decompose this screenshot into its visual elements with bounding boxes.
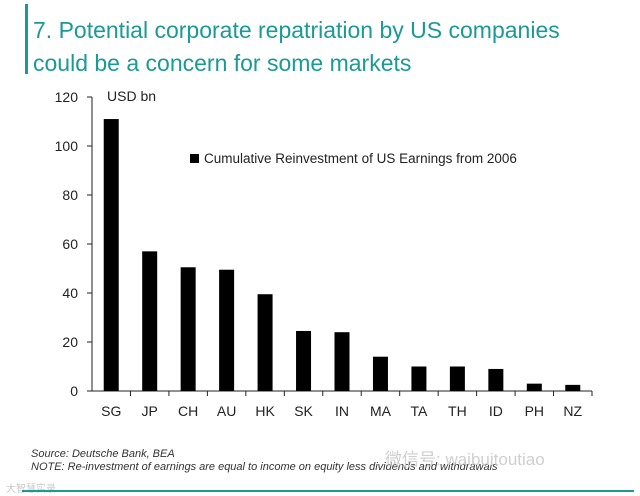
bar-sk — [296, 330, 312, 391]
title-accent-bar — [25, 4, 28, 74]
y-tick-label: 100 — [55, 138, 79, 154]
x-tick-label: IN — [335, 403, 349, 419]
x-tick-label: PH — [525, 403, 544, 419]
y-tick-label: 40 — [62, 285, 78, 301]
bar-th — [449, 366, 465, 391]
x-tick-label: MA — [370, 403, 392, 419]
x-axis: SG JP CH AU HK SK IN MA TA TH ID PH NZ — [92, 390, 593, 419]
y-axis: 0 20 40 60 80 100 120 — [55, 89, 93, 399]
source-notes: Source: Deutsche Bank, BEA NOTE: Re-inve… — [31, 448, 498, 474]
x-tick-label: NZ — [563, 403, 582, 419]
chart-title-line-2: could be a concern for some markets — [33, 50, 412, 76]
bar-ma — [372, 356, 388, 391]
chart-title-line-1: 7. Potential corporate repatriation by U… — [33, 17, 560, 43]
x-tick-label: TH — [448, 403, 467, 419]
watermark-corner: 大智慧实录 — [6, 480, 56, 495]
bar-sg — [103, 119, 119, 392]
bar-ph — [526, 383, 542, 391]
bars — [103, 119, 581, 392]
x-tick-label: TA — [410, 403, 428, 419]
y-tick-label: 20 — [62, 334, 78, 350]
x-tick-label: SK — [294, 403, 313, 419]
x-tick-label: AU — [217, 403, 236, 419]
x-tick-label: SG — [101, 403, 121, 419]
bar-au — [219, 269, 235, 391]
x-tick-label: ID — [489, 403, 503, 419]
x-tick-label: JP — [142, 403, 158, 419]
x-tick-label: CH — [178, 403, 198, 419]
note-text: NOTE: Re-investment of earnings are equa… — [31, 461, 498, 473]
y-tick-label: 120 — [55, 89, 79, 105]
legend-label: Cumulative Reinvestment of US Earnings f… — [204, 151, 517, 166]
chart-title: 7. Potential corporate repatriation by U… — [33, 14, 633, 80]
legend: Cumulative Reinvestment of US Earnings f… — [190, 151, 517, 166]
legend-swatch — [190, 154, 199, 163]
bar-ta — [411, 366, 427, 391]
y-axis-label: USD bn — [107, 88, 156, 104]
y-tick-label: 80 — [62, 187, 78, 203]
source-text: Source: Deutsche Bank, BEA — [31, 448, 175, 460]
y-tick-label: 0 — [70, 383, 78, 399]
bar-nz — [565, 384, 581, 391]
bar-id — [488, 368, 504, 391]
bar-jp — [142, 251, 158, 391]
y-tick-label: 60 — [62, 236, 78, 252]
bar-hk — [257, 294, 273, 391]
bottom-rule — [22, 490, 634, 492]
bar-in — [334, 332, 350, 391]
watermark: 微信号: waibuitoutiao — [385, 450, 545, 469]
bar-ch — [180, 267, 196, 391]
x-tick-label: HK — [255, 403, 275, 419]
